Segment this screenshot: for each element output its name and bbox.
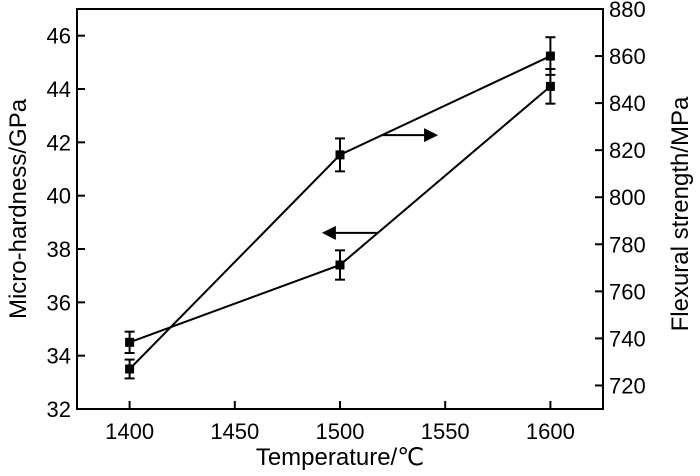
left-tick-label: 34 [47, 344, 71, 369]
data-point [335, 150, 345, 160]
axis-arrowhead-left [321, 225, 336, 240]
right-tick-label: 820 [609, 138, 646, 163]
right-tick-label: 760 [609, 279, 646, 304]
right-tick-label: 880 [609, 0, 646, 22]
left-tick-label: 38 [47, 237, 71, 262]
x-tick-label: 1400 [105, 419, 154, 444]
x-tick-label: 1500 [316, 419, 365, 444]
x-tick-label: 1600 [526, 419, 575, 444]
left-tick-label: 46 [47, 24, 71, 49]
left-tick-label: 32 [47, 397, 71, 422]
x-tick-label: 1450 [210, 419, 259, 444]
left-axis-title: Micro-hardness/GPa [5, 98, 32, 319]
right-tick-label: 780 [609, 232, 646, 257]
data-point [335, 260, 345, 270]
data-point [545, 51, 555, 61]
series-line-right [128, 55, 551, 370]
x-axis-title: Temperature/℃ [256, 444, 424, 471]
left-tick-label: 44 [47, 77, 71, 102]
right-tick-label: 720 [609, 373, 646, 398]
ticks: 1400 1450 1500 1550 1600 32 34 36 38 40 42 44 46 720 7… [47, 0, 646, 444]
right-tick-label: 740 [609, 326, 646, 351]
left-tick-label: 42 [47, 130, 71, 155]
series [124, 36, 556, 380]
x-tick-label: 1550 [421, 419, 470, 444]
right-tick-label: 800 [609, 185, 646, 210]
right-tick-label: 840 [609, 91, 646, 116]
right-tick-label: 860 [609, 44, 646, 69]
axis-arrowhead-right [424, 128, 439, 143]
plot-frame [76, 8, 604, 410]
left-tick-label: 40 [47, 184, 71, 209]
data-point [545, 81, 555, 91]
data-point [125, 364, 135, 374]
right-axis-title: Flexural strength/MPa [667, 96, 694, 331]
data-point [125, 337, 135, 347]
left-tick-label: 36 [47, 290, 71, 315]
